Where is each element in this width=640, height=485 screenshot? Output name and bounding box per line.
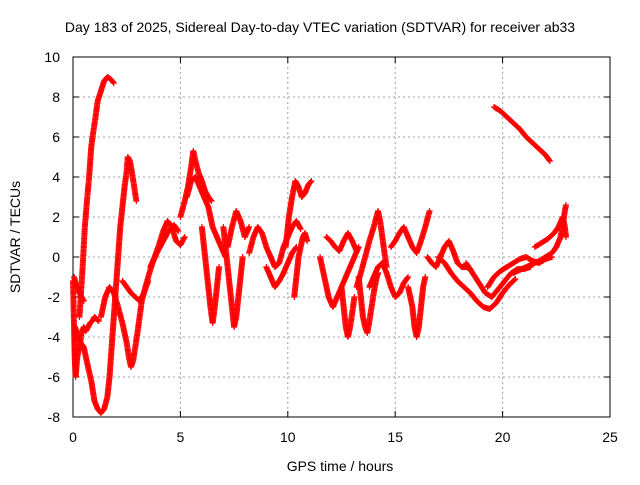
data-point	[512, 276, 519, 282]
x-tick-label: 0	[69, 429, 77, 445]
data-point	[351, 294, 358, 300]
data-point	[80, 298, 87, 304]
x-tick-label: 25	[602, 429, 618, 445]
data-point	[297, 226, 304, 232]
data-point	[405, 274, 412, 280]
data-point	[181, 235, 188, 242]
data-point	[239, 254, 246, 260]
y-tick-label: 10	[44, 49, 60, 65]
data-point	[546, 157, 553, 163]
y-tick-label: 0	[52, 249, 60, 265]
data-point	[304, 238, 311, 244]
y-tick-label: -8	[48, 409, 61, 425]
x-tick-label: 20	[495, 429, 511, 445]
data-point	[95, 318, 102, 324]
tick-labels: 0 5 10 15 20 25 -8 -6 -4 -2 0 2 4 6 8 10	[44, 49, 618, 445]
data-point	[511, 276, 518, 283]
chart-title: Day 183 of 2025, Sidereal Day-to-day VTE…	[65, 19, 575, 35]
data-point	[207, 197, 214, 203]
data-point	[307, 179, 314, 185]
data-point	[95, 317, 102, 324]
data-point	[422, 274, 429, 280]
data-point	[216, 264, 223, 270]
data-points	[70, 74, 569, 416]
y-tick-label: 4	[52, 169, 60, 185]
y-tick-label: 6	[52, 129, 60, 145]
x-tick-label: 5	[177, 429, 185, 445]
y-tick-label: -2	[48, 289, 61, 305]
data-point	[297, 224, 304, 231]
data-point	[175, 228, 182, 234]
plot-frame	[72, 56, 611, 418]
data-point	[208, 198, 215, 204]
y-tick-label: -6	[48, 369, 61, 385]
data-point	[181, 234, 188, 240]
data-point	[110, 79, 117, 85]
data-point	[353, 248, 360, 254]
x-tick-label: 10	[280, 429, 296, 445]
x-tick-label: 15	[387, 429, 403, 445]
data-point	[133, 198, 140, 204]
data-point	[562, 234, 569, 240]
y-axis-title: SDTVAR / TECUs	[7, 181, 23, 293]
data-point	[246, 224, 253, 230]
data-point	[426, 208, 433, 214]
y-tick-label: -4	[48, 329, 61, 345]
data-point	[110, 80, 117, 86]
y-tick-label: 8	[52, 89, 60, 105]
data-point	[308, 178, 315, 184]
data-point	[562, 202, 569, 208]
data-point	[546, 158, 553, 164]
axis-ticks	[72, 56, 611, 418]
x-axis-title: GPS time / hours	[287, 458, 394, 474]
grid	[73, 57, 610, 417]
data-point	[404, 275, 411, 281]
y-tick-label: 2	[52, 209, 60, 225]
